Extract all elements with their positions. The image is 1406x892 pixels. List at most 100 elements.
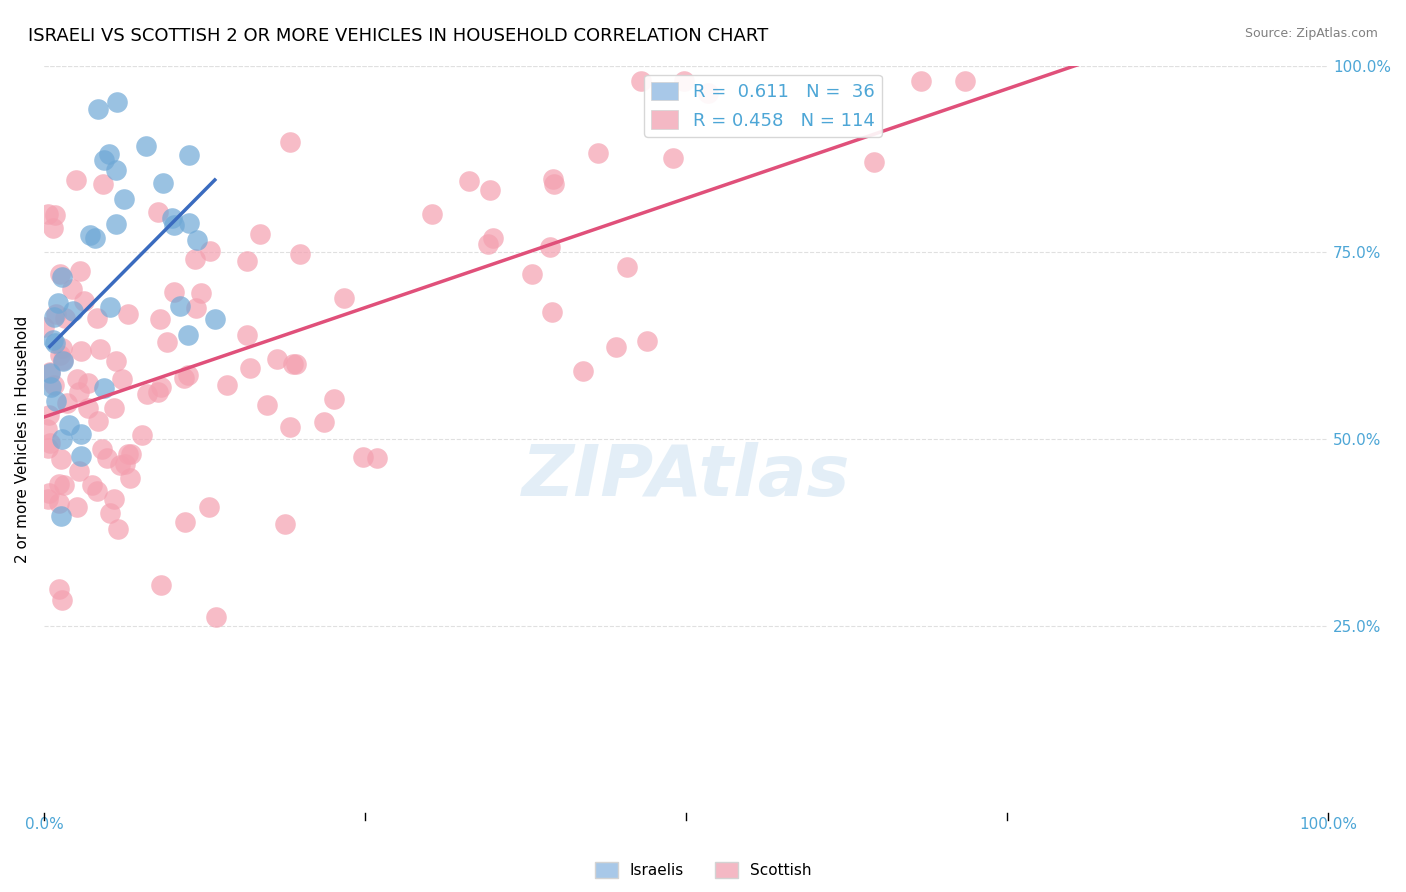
Scottish bbox=[322, 392, 344, 407]
Scottish bbox=[198, 500, 221, 514]
Scottish bbox=[80, 477, 103, 491]
Scottish bbox=[910, 73, 932, 87]
Scottish bbox=[37, 441, 59, 455]
Scottish bbox=[114, 458, 136, 472]
Scottish bbox=[90, 442, 112, 457]
Scottish bbox=[174, 516, 197, 530]
Scottish bbox=[73, 293, 96, 308]
Scottish bbox=[352, 450, 374, 465]
Scottish bbox=[205, 609, 228, 624]
Israelis bbox=[42, 310, 65, 325]
Scottish bbox=[44, 208, 66, 222]
Scottish bbox=[198, 244, 221, 259]
Scottish bbox=[636, 334, 658, 348]
Scottish bbox=[60, 281, 83, 295]
Scottish bbox=[149, 577, 172, 591]
Scottish bbox=[55, 396, 77, 410]
Scottish bbox=[69, 264, 91, 278]
Scottish bbox=[89, 342, 111, 356]
Scottish bbox=[45, 307, 67, 321]
Scottish bbox=[48, 496, 70, 510]
Scottish bbox=[66, 372, 89, 386]
Scottish bbox=[146, 205, 169, 219]
Scottish bbox=[479, 183, 502, 197]
Scottish bbox=[146, 385, 169, 400]
Scottish bbox=[482, 231, 505, 245]
Scottish bbox=[86, 311, 108, 326]
Scottish bbox=[520, 267, 543, 281]
Scottish bbox=[107, 522, 129, 536]
Scottish bbox=[67, 464, 90, 478]
Scottish bbox=[67, 384, 90, 399]
Scottish bbox=[38, 486, 60, 500]
Legend: Israelis, Scottish: Israelis, Scottish bbox=[589, 856, 817, 884]
Scottish bbox=[366, 451, 388, 466]
Israelis bbox=[38, 366, 60, 380]
Scottish bbox=[249, 227, 271, 241]
Scottish bbox=[953, 73, 976, 87]
Scottish bbox=[173, 371, 195, 385]
Scottish bbox=[52, 353, 75, 368]
Scottish bbox=[37, 207, 59, 221]
Scottish bbox=[66, 500, 89, 514]
Scottish bbox=[236, 254, 259, 268]
Scottish bbox=[239, 360, 262, 375]
Israelis bbox=[45, 394, 67, 409]
Scottish bbox=[51, 452, 73, 467]
Scottish bbox=[111, 372, 134, 386]
Scottish bbox=[274, 517, 297, 532]
Israelis bbox=[179, 216, 201, 230]
Scottish bbox=[49, 267, 72, 281]
Scottish bbox=[86, 484, 108, 499]
Israelis bbox=[46, 295, 69, 310]
Israelis bbox=[135, 138, 157, 153]
Israelis bbox=[97, 147, 120, 161]
Scottish bbox=[42, 377, 65, 392]
Scottish bbox=[87, 414, 110, 428]
Scottish bbox=[100, 506, 122, 520]
Scottish bbox=[42, 221, 65, 235]
Scottish bbox=[177, 368, 200, 382]
Y-axis label: 2 or more Vehicles in Household: 2 or more Vehicles in Household bbox=[15, 316, 30, 563]
Scottish bbox=[39, 365, 62, 379]
Scottish bbox=[149, 311, 172, 326]
Israelis bbox=[186, 233, 208, 247]
Scottish bbox=[117, 447, 139, 461]
Scottish bbox=[37, 492, 59, 507]
Israelis bbox=[51, 508, 73, 523]
Israelis bbox=[51, 432, 73, 446]
Scottish bbox=[477, 236, 499, 251]
Scottish bbox=[53, 477, 76, 491]
Scottish bbox=[672, 73, 695, 87]
Israelis bbox=[51, 270, 73, 285]
Text: Source: ZipAtlas.com: Source: ZipAtlas.com bbox=[1244, 27, 1378, 40]
Scottish bbox=[103, 492, 125, 507]
Scottish bbox=[120, 447, 142, 461]
Scottish bbox=[457, 174, 479, 188]
Scottish bbox=[163, 285, 186, 299]
Israelis bbox=[93, 153, 115, 168]
Scottish bbox=[420, 207, 443, 221]
Scottish bbox=[53, 310, 76, 325]
Scottish bbox=[278, 420, 301, 434]
Israelis bbox=[163, 219, 186, 233]
Israelis bbox=[112, 193, 135, 207]
Israelis bbox=[169, 299, 191, 313]
Scottish bbox=[150, 380, 173, 394]
Israelis bbox=[84, 231, 107, 245]
Scottish bbox=[51, 592, 73, 607]
Scottish bbox=[312, 415, 335, 429]
Scottish bbox=[538, 240, 561, 254]
Scottish bbox=[35, 422, 58, 436]
Scottish bbox=[630, 73, 652, 87]
Israelis bbox=[39, 380, 62, 394]
Scottish bbox=[104, 353, 127, 368]
Israelis bbox=[41, 333, 63, 347]
Scottish bbox=[215, 378, 238, 392]
Israelis bbox=[44, 335, 66, 350]
Scottish bbox=[616, 260, 638, 275]
Israelis bbox=[58, 418, 80, 433]
Scottish bbox=[332, 292, 354, 306]
Scottish bbox=[288, 247, 311, 261]
Scottish bbox=[65, 173, 87, 187]
